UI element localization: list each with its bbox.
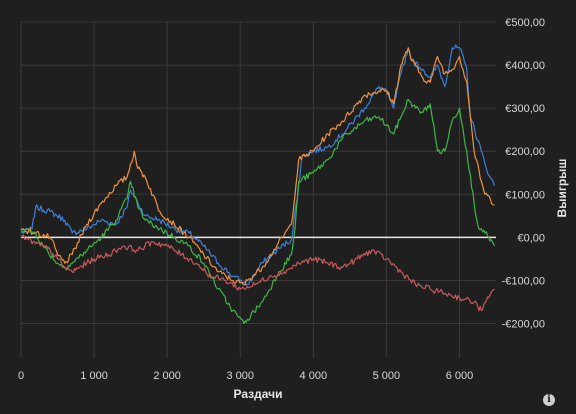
series-line-3: [20, 98, 496, 325]
y-tick-label: -€200,00: [502, 319, 545, 331]
y-tick-label: €400,00: [505, 60, 545, 72]
y-tick-label: €200,00: [505, 146, 545, 158]
x-axis-ticks: 0 1 000 2 000 3 000 4 000 5 000 6 000: [18, 370, 473, 382]
x-tick-label: 3 000: [226, 370, 254, 382]
x-axis-title: Раздачи: [234, 387, 283, 401]
x-tick-label: 1 000: [80, 370, 108, 382]
x-tick-label: 6 000: [446, 370, 474, 382]
y-axis-ticks: €500,00 €400,00 €300,00 €200,00 €100,00 €0,00…: [502, 17, 545, 331]
y-tick-label: €300,00: [505, 103, 545, 115]
series-line-4: [20, 234, 495, 312]
x-tick-label: 5 000: [373, 370, 401, 382]
series-group: [20, 44, 496, 325]
y-axis-title: Выигрыш: [555, 159, 569, 218]
y-tick-label: €100,00: [505, 189, 545, 201]
x-tick-label: 2 000: [153, 370, 181, 382]
x-tick-label: 0: [18, 370, 24, 382]
y-tick-label: -€100,00: [502, 275, 545, 287]
y-tick-label: €0,00: [517, 232, 545, 244]
y-tick-label: €500,00: [505, 17, 545, 29]
x-tick-label: 4 000: [300, 370, 328, 382]
info-icon[interactable]: i: [543, 394, 555, 406]
series-line-1: [20, 44, 496, 286]
series-line-2: [20, 47, 495, 286]
